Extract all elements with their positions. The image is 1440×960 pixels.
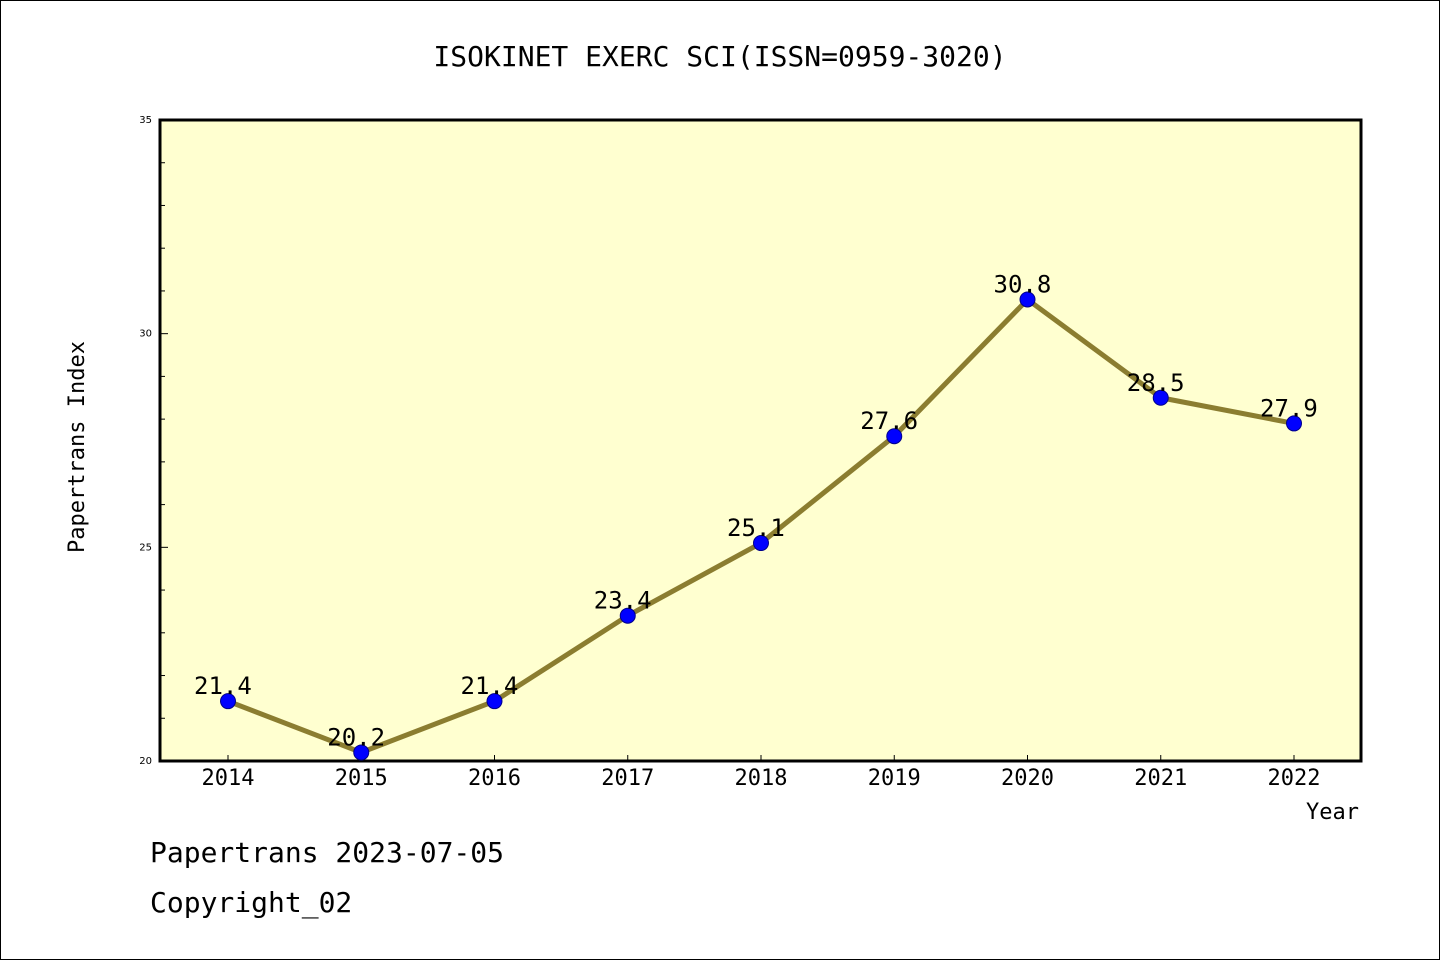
data-point-marker — [353, 744, 370, 761]
x-tick-label: 2018 — [735, 766, 788, 791]
data-point-marker — [619, 607, 636, 624]
y-axis-label: Papertrans Index — [65, 341, 90, 553]
data-label: 21.4 — [461, 672, 519, 700]
data-label: 30.8 — [994, 270, 1052, 298]
y-tick-label: 35 — [139, 115, 152, 126]
y-axis-ticks: 20 25 30 35 — [139, 115, 168, 767]
x-tick-label: 2017 — [601, 766, 654, 791]
data-point-marker — [886, 428, 903, 445]
chart-title: ISOKINET EXERC SCI(ISSN=0959-3020) — [433, 40, 1006, 73]
data-label: 21.4 — [194, 672, 252, 700]
plot-area — [158, 118, 1363, 763]
data-labels: 21.4 20.2 21.4 23.4 25.1 27.6 30.8 28.5 27.9 — [194, 270, 1318, 751]
x-axis-label: Year — [1306, 800, 1359, 825]
data-point-marker — [753, 535, 769, 552]
data-point-marker — [486, 693, 503, 710]
data-label: 28.5 — [1127, 369, 1185, 397]
data-label: 27.6 — [860, 407, 918, 435]
data-label: 23.4 — [594, 587, 652, 615]
data-point-marker — [1019, 291, 1036, 308]
x-tick-label: 2022 — [1268, 766, 1321, 791]
footer-copyright-line: Copyright_02 — [150, 886, 353, 919]
data-point-marker — [220, 693, 236, 710]
y-tick-label: 30 — [139, 329, 152, 340]
y-tick-label: 20 — [139, 756, 152, 767]
series-line-group — [220, 291, 1302, 761]
x-axis-ticks: 2014 2015 2016 2017 2018 2019 2020 2021 2022 — [202, 755, 1321, 791]
x-tick-label: 2014 — [202, 766, 255, 791]
x-tick-label: 2019 — [868, 766, 921, 791]
x-tick-label: 2016 — [468, 766, 521, 791]
data-label: 27.9 — [1260, 394, 1318, 422]
data-label: 20.2 — [327, 723, 385, 751]
x-tick-label: 2015 — [335, 766, 388, 791]
x-tick-label: 2020 — [1001, 766, 1054, 791]
x-tick-label: 2021 — [1134, 766, 1187, 791]
data-point-marker — [1152, 389, 1169, 406]
y-tick-label: 25 — [139, 542, 152, 553]
footer-date-line: Papertrans 2023-07-05 — [150, 836, 505, 869]
data-label: 25.1 — [727, 514, 785, 542]
data-point-marker — [1286, 415, 1302, 432]
